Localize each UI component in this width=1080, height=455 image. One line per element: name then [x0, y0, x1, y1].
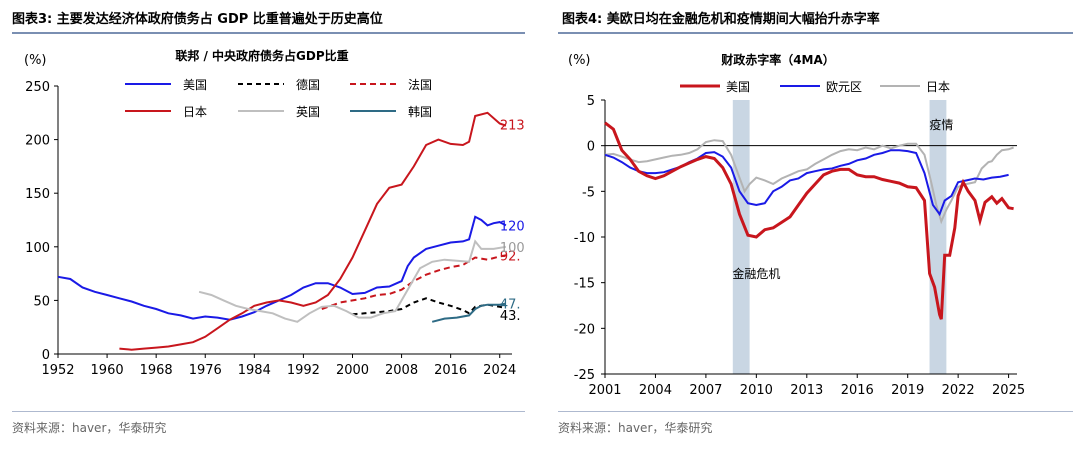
x-tick-label: 2013	[790, 383, 823, 398]
end-value-label: 120.	[500, 219, 525, 234]
legend-label: 美国	[183, 78, 207, 92]
y-tick-label: -10	[574, 231, 595, 246]
x-tick-label: 2010	[740, 383, 773, 398]
y-tick-label: -20	[574, 322, 595, 337]
y-tick-label: -15	[574, 277, 595, 292]
legend-label: 法国	[408, 78, 432, 92]
end-value-label: 100.	[500, 241, 525, 256]
y-tick-label: 200	[25, 134, 50, 149]
x-tick-label: 2024	[483, 363, 516, 378]
y-tick-label: -5	[582, 185, 595, 200]
x-tick-label: 2004	[639, 383, 672, 398]
x-tick-label: 1960	[91, 363, 124, 378]
figure-title: 图表3: 主要发达经济体政府债务占 GDP 比重普遍处于历史高位	[12, 12, 383, 27]
y-axis-unit: (%)	[24, 53, 47, 68]
end-value-label: 92.	[500, 249, 521, 264]
x-tick-label: 2000	[336, 363, 369, 378]
series-line	[604, 121, 1014, 320]
footer-rule	[12, 411, 525, 412]
x-tick-label: 1952	[41, 363, 74, 378]
x-tick-label: 2022	[942, 383, 975, 398]
x-tick-label: 1984	[238, 363, 271, 378]
legend-label: 日本	[183, 105, 207, 119]
x-tick-label: 2016	[434, 363, 467, 378]
y-tick-label: 5	[587, 94, 595, 109]
figure-deficit-ratio: 图表4: 美欧日均在金融危机和疫情期间大幅抬升赤字率 财政赤字率（4MA） (%)…	[550, 0, 1080, 455]
x-tick-label: 2016	[841, 383, 874, 398]
series-line	[119, 111, 507, 351]
figure-title: 图表4: 美欧日均在金融危机和疫情期间大幅抬升赤字率	[562, 12, 880, 27]
x-tick-label: 2008	[385, 363, 418, 378]
footer-rule	[558, 411, 1073, 412]
x-tick-label: 1968	[140, 363, 173, 378]
end-value-label: 47.	[500, 298, 521, 313]
y-tick-label: 0	[42, 348, 50, 363]
legend-label: 英国	[296, 105, 320, 119]
series-line	[431, 302, 507, 323]
series-line	[198, 239, 507, 323]
y-tick-label: 0	[587, 140, 595, 155]
legend-label: 美国	[726, 80, 750, 94]
annotation-label: 金融危机	[732, 266, 780, 281]
x-tick-label: 1976	[189, 363, 222, 378]
y-tick-label: 250	[25, 80, 50, 95]
end-value-label: 43.	[500, 309, 521, 324]
annotation-label: 疫情	[929, 117, 953, 132]
end-value-label: 213.	[500, 119, 525, 134]
x-tick-label: 2001	[588, 383, 621, 398]
source-note: 资料来源：haver，华泰研究	[558, 421, 713, 435]
y-tick-label: 150	[25, 187, 50, 202]
x-tick-label: 2007	[689, 383, 722, 398]
series-line	[321, 254, 507, 310]
x-tick-label: 2025	[992, 383, 1025, 398]
header-rule	[558, 32, 1073, 34]
legend-label: 欧元区	[826, 80, 862, 94]
header-rule	[12, 32, 525, 34]
x-tick-label: 1992	[287, 363, 320, 378]
figure-debt-to-gdp: 图表3: 主要发达经济体政府债务占 GDP 比重普遍处于历史高位 联邦 / 中央…	[0, 0, 525, 455]
shaded-band	[732, 100, 750, 374]
chart-title: 联邦 / 中央政府债务占GDP比重	[175, 48, 348, 63]
y-tick-label: 100	[25, 241, 50, 256]
legend-label: 韩国	[408, 104, 432, 119]
series-line	[57, 215, 507, 321]
source-note: 资料来源：haver，华泰研究	[12, 421, 167, 435]
chart-debt-to-gdp: 联邦 / 中央政府债务占GDP比重 (%) 0 50 100 150 200 250 1952 1…	[24, 48, 525, 378]
y-axis-unit: (%)	[568, 53, 591, 68]
x-tick-label: 2019	[891, 383, 924, 398]
y-tick-label: -25	[574, 368, 595, 383]
legend-label: 日本	[926, 80, 950, 94]
legend-label: 德国	[296, 77, 320, 92]
shaded-band	[929, 100, 947, 374]
y-tick-label: 50	[33, 294, 50, 309]
series-line	[604, 139, 1014, 225]
chart-title: 财政赤字率（4MA）	[720, 52, 835, 67]
